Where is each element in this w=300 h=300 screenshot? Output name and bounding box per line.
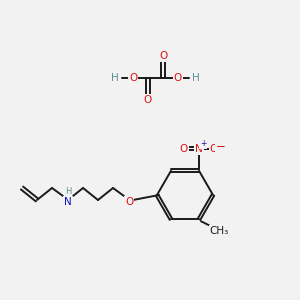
Text: H: H — [192, 73, 200, 83]
Text: CH₃: CH₃ — [209, 226, 229, 236]
Text: O: O — [144, 95, 152, 105]
Text: O: O — [125, 197, 133, 207]
Text: O: O — [210, 144, 218, 154]
Text: −: − — [216, 140, 226, 153]
Text: +: + — [200, 139, 206, 148]
Text: N: N — [64, 197, 72, 207]
Text: O: O — [129, 73, 137, 83]
Text: H: H — [111, 73, 119, 83]
Text: O: O — [180, 144, 188, 154]
Text: O: O — [174, 73, 182, 83]
Text: N: N — [195, 144, 203, 154]
Text: H: H — [65, 188, 71, 196]
Text: O: O — [159, 51, 167, 61]
